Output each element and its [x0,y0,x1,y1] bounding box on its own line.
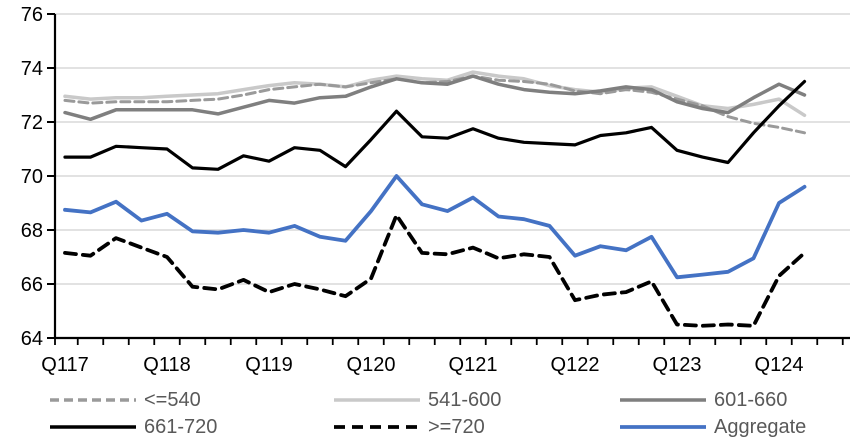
y-tick-label: 74 [21,58,43,80]
series-line-541-600 [63,70,807,118]
legend-item-661-720: 661-720 [48,416,217,438]
legend-swatch-light-gray-line [334,398,420,402]
series-line->=720 [63,213,807,328]
x-tick-label: Q124 [755,354,804,376]
x-tick-label: Q121 [449,354,498,376]
series-line-661-720 [63,79,807,171]
legend-item-le540: <=540 [48,389,201,411]
legend-label: <=540 [144,389,201,411]
legend-swatch-dark-gray-line [620,398,706,402]
y-tick-label: 66 [21,274,43,296]
legend-swatch-black-line [50,425,136,429]
legend-item-601-660: 601-660 [618,389,787,411]
legend-item-aggregate: Aggregate [618,416,806,438]
legend-swatch-blue-line [620,425,706,429]
y-tick-label: 64 [21,328,43,350]
x-tick-label: Q122 [551,354,600,376]
plot-area: 64 66 68 70 72 74 76 Q117 Q118 Q119 Q120 Q121 Q122 Q1… [21,4,850,376]
legend-label: >=720 [428,416,485,438]
legend-item-ge720: >=720 [332,416,485,438]
y-tick-label: 70 [21,166,43,188]
legend-label: 601-660 [714,389,788,411]
legend-label: 661-720 [144,416,218,438]
legend-item-541-600: 541-600 [332,389,501,411]
x-tick-label: Q123 [653,354,702,376]
legend-label: Aggregate [714,416,807,438]
y-tick-label: 76 [21,4,43,26]
legend-swatch-black-dashed-line [334,425,420,429]
series-line-Aggregate [63,174,807,280]
y-tick-label: 72 [21,112,43,134]
series-line-601-660 [63,74,807,122]
x-tick-label: Q120 [347,354,396,376]
x-tick-label: Q118 [143,354,190,376]
x-tick-label: Q117 [41,354,88,376]
legend-swatch-dashed-gray-line [50,398,136,402]
legend-label: 541-600 [428,389,502,411]
x-tick-label: Q119 [245,354,292,376]
y-tick-label: 68 [21,220,43,242]
